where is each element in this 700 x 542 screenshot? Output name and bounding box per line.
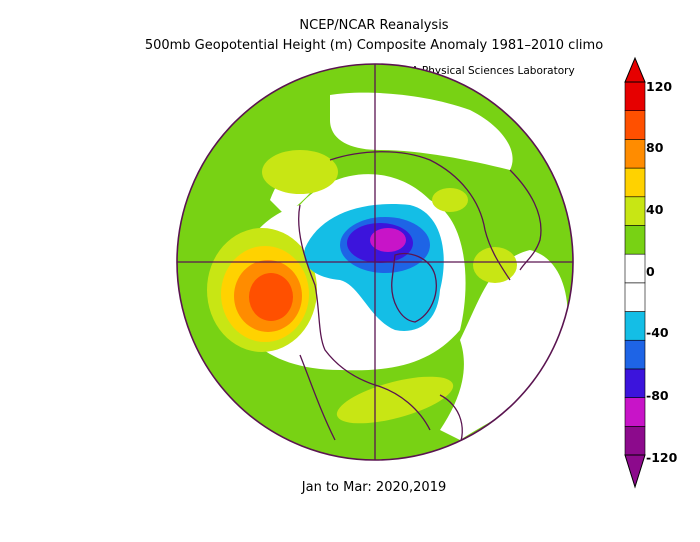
eurasia-coast (329, 151, 511, 281)
colorbar-tick-label: 80 (646, 140, 664, 155)
date-range-label: Jan to Mar: 2020,2019 (301, 480, 447, 495)
colorbar-cell (624, 426, 646, 456)
anomaly-white-gap (440, 250, 568, 440)
anomaly-positive-100 (249, 273, 293, 321)
colorbar-cell (624, 282, 646, 312)
anomaly-lime-patch (262, 150, 338, 194)
colorbar-cell (624, 253, 646, 284)
greenland-coast (391, 252, 437, 323)
colorbar-cell (624, 196, 646, 226)
north-america-coast (298, 204, 431, 431)
colorbar-tick-label: 40 (646, 202, 664, 217)
colorbar-cell (624, 339, 646, 370)
colorbar-tick-label: -120 (646, 450, 678, 465)
colorbar-tick-label: -80 (646, 388, 669, 403)
colorbar-cell (624, 311, 646, 341)
colorbar-tick-label: 120 (646, 79, 673, 94)
colorbar-cell (624, 139, 646, 169)
colorbar-cell (624, 110, 646, 140)
south-america-coast (299, 354, 336, 441)
anomaly-lime-patch (432, 188, 468, 212)
anomaly-negative-80 (370, 228, 406, 252)
colorbar-tick-label: -40 (646, 325, 669, 340)
colorbar-cell (624, 368, 646, 398)
colorbar-cell (624, 397, 646, 427)
figure-title: NCEP/NCAR Reanalysis (299, 18, 449, 33)
colorbar-cell (624, 167, 646, 198)
map-boundary (176, 63, 574, 461)
colorbar-cell (624, 225, 646, 255)
colorbar-top-arrow (624, 56, 646, 83)
colorbar-cell (624, 81, 646, 111)
colorbar-tick-label: 0 (646, 264, 655, 279)
colorbar-bottom-arrow (624, 454, 646, 489)
anomaly-white-gap (330, 92, 513, 170)
anomaly-lime-patch (336, 376, 454, 424)
figure-subtitle: 500mb Geopotential Height (m) Composite … (144, 38, 604, 53)
